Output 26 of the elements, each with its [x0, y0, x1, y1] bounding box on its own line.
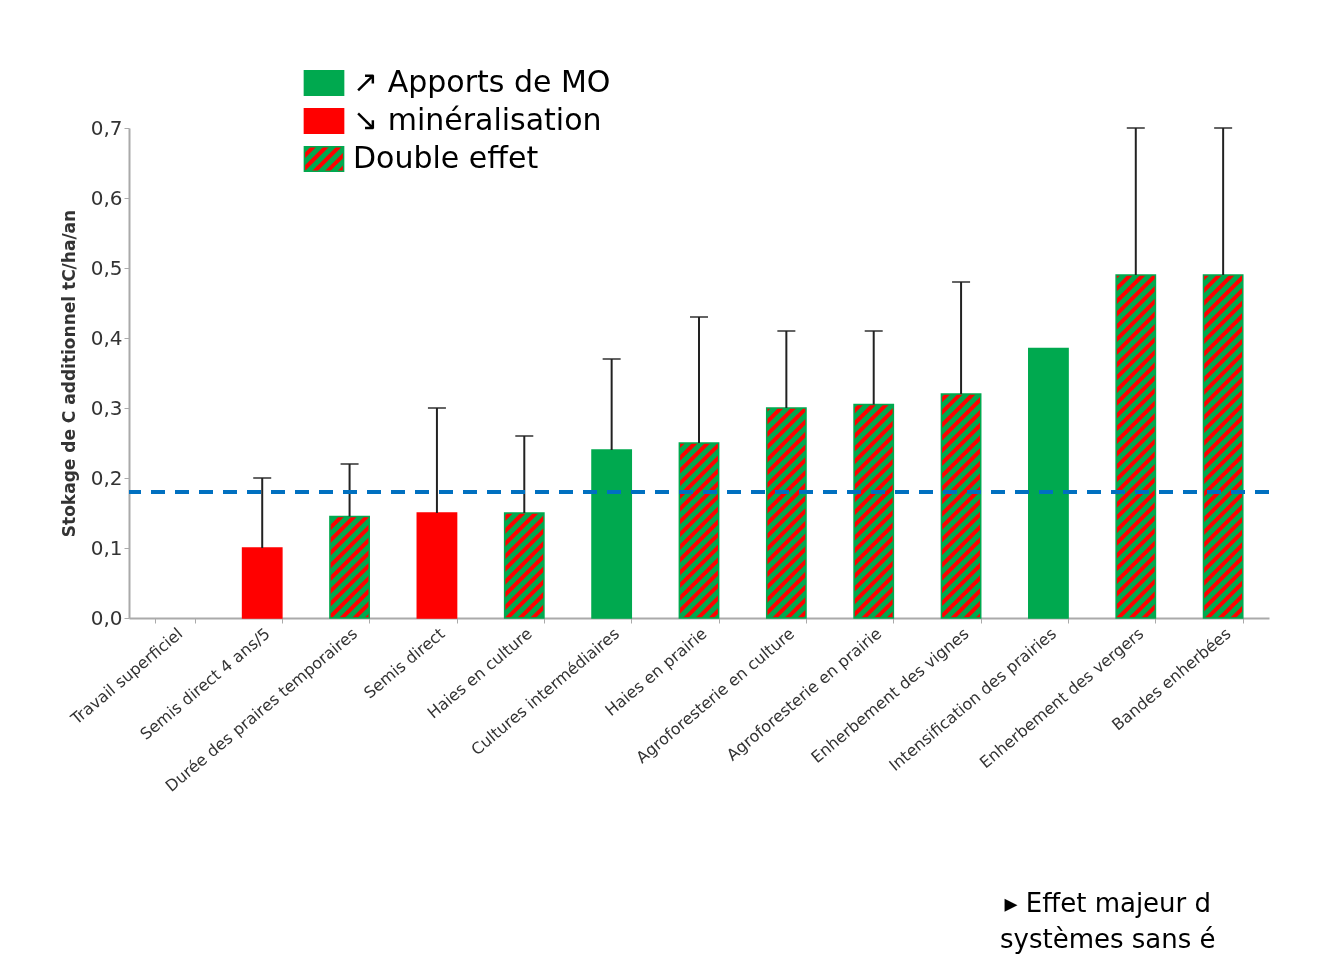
y-tick-label: 0,3	[90, 395, 123, 420]
y-tick-label: 0,1	[90, 535, 123, 560]
legend-label: ↗ Apports de MO	[353, 64, 611, 99]
bar	[1202, 274, 1244, 619]
bar	[940, 393, 982, 619]
bar	[853, 403, 895, 619]
bar	[1028, 347, 1069, 619]
y-tick-label: 0,2	[90, 465, 123, 490]
y-tick-label: 0,4	[90, 325, 123, 350]
y-tick-label: 0,0	[90, 605, 123, 630]
bar	[678, 442, 720, 619]
y-tick-label: 0,5	[90, 255, 123, 280]
bar	[591, 449, 633, 619]
legend-label: ↘ minéralisation	[353, 102, 602, 137]
y-tick-label: 0,6	[90, 185, 123, 210]
text: systèmes sans é	[1000, 923, 1216, 956]
bar	[503, 512, 545, 619]
y-tick-label: 0,7	[90, 115, 123, 140]
text: ▸ Effet majeur d	[1003, 887, 1213, 920]
legend-label: Double effet	[353, 140, 539, 175]
y-axis-title: Stokage de C additionnel tC/ha/an	[58, 209, 79, 538]
bar	[241, 547, 283, 619]
bar	[329, 515, 370, 619]
bar	[416, 512, 458, 619]
bar	[765, 407, 807, 619]
bar	[1115, 274, 1157, 619]
